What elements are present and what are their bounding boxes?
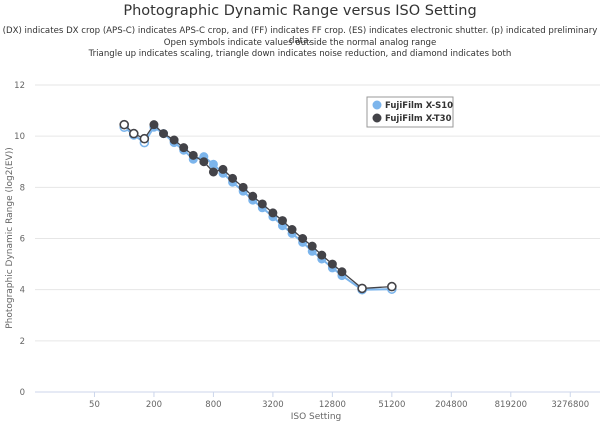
data-point[interactable] xyxy=(149,120,159,130)
x-tick-label: 51200 xyxy=(378,400,405,410)
data-point[interactable] xyxy=(228,173,238,183)
data-point[interactable] xyxy=(188,150,198,160)
data-point[interactable] xyxy=(238,182,248,192)
x-tick-label: 3276800 xyxy=(551,400,589,410)
data-point[interactable] xyxy=(199,157,209,167)
y-tick-label: 6 xyxy=(20,235,25,245)
y-tick-label: 12 xyxy=(14,81,25,91)
data-point[interactable] xyxy=(268,208,278,218)
data-point[interactable] xyxy=(128,128,139,139)
chart-subtitle-line-3: Triangle up indicates scaling, triangle … xyxy=(88,49,512,59)
data-point[interactable] xyxy=(337,267,347,277)
data-point[interactable] xyxy=(179,143,189,153)
chart-subtitle-line-1: (DX) indicates DX crop (APS-C) indicates… xyxy=(2,26,598,46)
x-tick-label: 3200 xyxy=(262,400,284,410)
data-point[interactable] xyxy=(119,119,130,130)
x-tick-label: 800 xyxy=(205,400,221,410)
data-point[interactable] xyxy=(257,199,267,209)
y-tick-label: 0 xyxy=(20,388,25,398)
data-point[interactable] xyxy=(159,129,169,139)
x-tick-label: 204800 xyxy=(435,400,467,410)
data-point[interactable] xyxy=(327,259,337,269)
series-0 xyxy=(119,122,397,295)
data-point[interactable] xyxy=(357,283,367,294)
data-point[interactable] xyxy=(248,191,258,201)
data-point[interactable] xyxy=(169,135,179,145)
series-1 xyxy=(119,119,397,294)
x-axis-title: ISO Setting xyxy=(291,412,342,422)
legend-item-label[interactable]: FujiFilm X-S10 xyxy=(385,101,453,111)
data-point[interactable] xyxy=(208,167,218,177)
grid-lines xyxy=(35,84,600,393)
x-tick-label: 12800 xyxy=(319,400,346,410)
legend[interactable]: FujiFilm X-S10 FujiFilm X-T30 xyxy=(366,96,454,128)
x-tick-label: 200 xyxy=(146,400,162,410)
data-point[interactable] xyxy=(287,225,297,235)
legend-box xyxy=(366,96,454,128)
chart-title: Photographic Dynamic Range versus ISO Se… xyxy=(123,3,477,19)
data-point[interactable] xyxy=(387,281,397,292)
y-tick-label: 10 xyxy=(14,132,25,142)
data-point[interactable] xyxy=(277,216,287,226)
legend-symbol xyxy=(372,113,382,123)
data-point[interactable] xyxy=(317,250,327,260)
x-tick-label: 819200 xyxy=(495,400,527,410)
legend-symbol xyxy=(372,100,382,110)
data-point[interactable] xyxy=(139,133,150,144)
axes: 0 2 4 6 8 10 12 50 200 800 3200 12800 51200 204800 819… xyxy=(14,81,600,410)
x-tick-label: 50 xyxy=(89,400,100,410)
data-point[interactable] xyxy=(208,159,218,169)
legend-item-label[interactable]: FujiFilm X-T30 xyxy=(385,114,452,124)
y-tick-label: 2 xyxy=(20,337,25,347)
data-point[interactable] xyxy=(298,234,308,243)
y-tick-label: 8 xyxy=(20,183,25,193)
y-axis-title: Photographic Dynamic Range (log2(EV)) xyxy=(5,147,15,329)
data-point[interactable] xyxy=(307,241,317,251)
y-tick-label: 4 xyxy=(20,286,25,296)
chart-subtitle-line-2: Open symbols indicate values outside the… xyxy=(163,38,437,48)
data-point[interactable] xyxy=(218,164,228,174)
series-layer xyxy=(119,119,397,295)
